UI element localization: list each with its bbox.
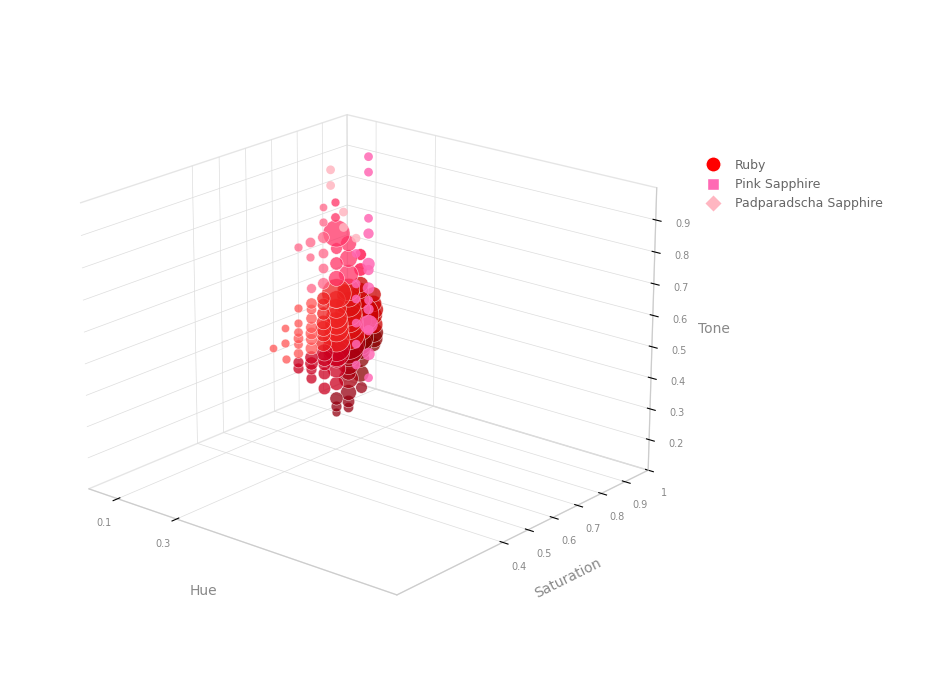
X-axis label: Hue: Hue: [189, 584, 217, 598]
Y-axis label: Saturation: Saturation: [532, 555, 603, 601]
Legend: Ruby, Pink Sapphire, Padparadscha Sapphire: Ruby, Pink Sapphire, Padparadscha Sapphi…: [694, 154, 887, 215]
